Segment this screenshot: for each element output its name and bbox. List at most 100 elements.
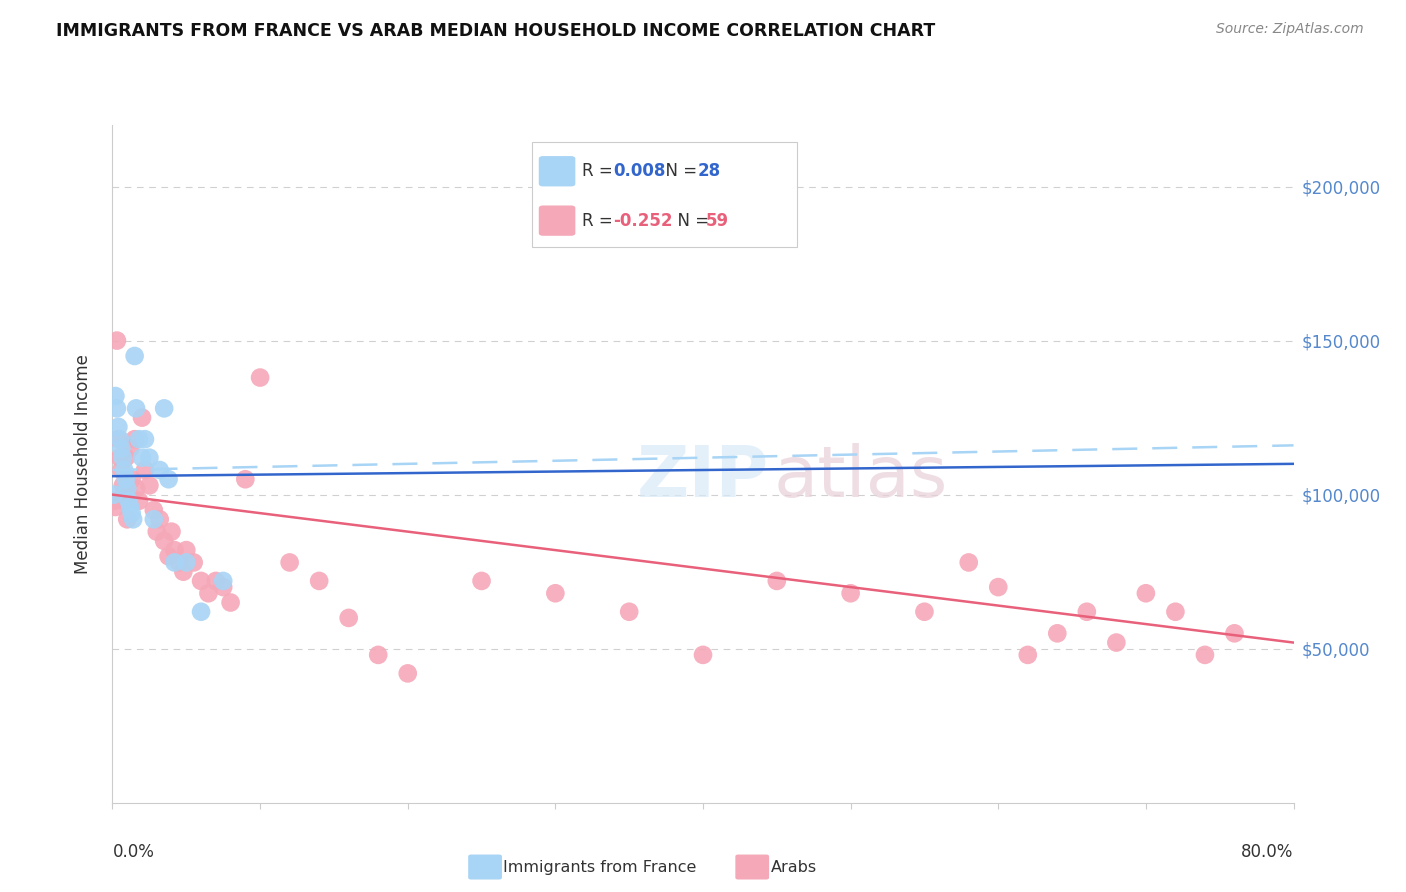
Point xyxy=(149,512,172,526)
Point xyxy=(1105,635,1128,649)
Point xyxy=(118,488,141,502)
Point xyxy=(142,503,165,517)
Point xyxy=(1194,648,1216,662)
Point xyxy=(114,472,136,486)
Point xyxy=(153,401,176,416)
Point xyxy=(121,472,143,486)
Text: 59: 59 xyxy=(706,211,730,229)
Point xyxy=(308,574,330,588)
Point xyxy=(1017,648,1039,662)
Point xyxy=(183,556,205,570)
Point xyxy=(163,543,186,558)
Point xyxy=(104,389,127,403)
Point xyxy=(105,401,128,416)
Point xyxy=(190,574,212,588)
Point xyxy=(111,478,134,492)
Point xyxy=(114,450,136,465)
Point xyxy=(103,488,125,502)
Point xyxy=(103,493,125,508)
Point xyxy=(619,605,641,619)
Point xyxy=(125,482,148,496)
Point xyxy=(138,478,160,492)
Point xyxy=(108,450,131,465)
Point xyxy=(197,586,219,600)
Point xyxy=(110,463,132,477)
Point xyxy=(174,543,197,558)
Point xyxy=(233,472,256,486)
Point xyxy=(1164,605,1187,619)
Point xyxy=(914,605,936,619)
Point xyxy=(1046,626,1069,640)
Text: 28: 28 xyxy=(697,162,721,180)
Point xyxy=(128,493,150,508)
Point xyxy=(174,556,197,570)
Text: ZIP: ZIP xyxy=(637,443,769,512)
Text: 80.0%: 80.0% xyxy=(1241,844,1294,862)
Point xyxy=(110,442,132,456)
Text: R =: R = xyxy=(582,162,619,180)
Point xyxy=(134,432,156,446)
Text: Source: ZipAtlas.com: Source: ZipAtlas.com xyxy=(1216,22,1364,37)
Point xyxy=(125,401,148,416)
Point xyxy=(957,556,980,570)
Point xyxy=(205,574,228,588)
Point xyxy=(111,450,134,465)
Point xyxy=(105,334,128,348)
Point xyxy=(128,432,150,446)
Point xyxy=(131,410,153,425)
Text: N =: N = xyxy=(655,162,703,180)
Point xyxy=(120,442,142,456)
Point xyxy=(396,666,419,681)
Text: IMMIGRANTS FROM FRANCE VS ARAB MEDIAN HOUSEHOLD INCOME CORRELATION CHART: IMMIGRANTS FROM FRANCE VS ARAB MEDIAN HO… xyxy=(56,22,935,40)
Point xyxy=(1135,586,1157,600)
Point xyxy=(134,463,156,477)
Point xyxy=(470,574,494,588)
Point xyxy=(167,556,190,570)
Point xyxy=(153,533,176,548)
Point xyxy=(104,500,127,514)
Point xyxy=(117,482,138,496)
Text: N =: N = xyxy=(666,211,714,229)
Point xyxy=(766,574,789,588)
Point xyxy=(163,556,186,570)
Point xyxy=(107,420,129,434)
Point xyxy=(839,586,862,600)
Point xyxy=(107,432,129,446)
Point xyxy=(131,450,153,465)
Point xyxy=(157,472,180,486)
Point xyxy=(118,493,141,508)
Point xyxy=(124,432,146,446)
Point xyxy=(212,580,235,594)
Point xyxy=(121,506,143,520)
Point xyxy=(112,463,135,477)
Point xyxy=(120,500,142,514)
Point xyxy=(149,463,172,477)
Point xyxy=(1223,626,1246,640)
Point xyxy=(190,605,212,619)
Point xyxy=(172,565,194,579)
Point xyxy=(142,512,165,526)
Text: Arabs: Arabs xyxy=(770,860,817,874)
Y-axis label: Median Household Income: Median Household Income xyxy=(73,354,91,574)
Text: 0.0%: 0.0% xyxy=(112,844,155,862)
Point xyxy=(108,432,131,446)
Point xyxy=(987,580,1010,594)
Point xyxy=(219,595,242,609)
Point xyxy=(124,349,146,363)
Point xyxy=(249,370,271,384)
Point xyxy=(112,493,135,508)
Point xyxy=(117,512,138,526)
Text: R =: R = xyxy=(582,211,619,229)
Point xyxy=(212,574,235,588)
Point xyxy=(692,648,714,662)
Point xyxy=(122,512,145,526)
Point xyxy=(367,648,389,662)
Text: -0.252: -0.252 xyxy=(613,211,673,229)
Text: Immigrants from France: Immigrants from France xyxy=(503,860,697,874)
Point xyxy=(278,556,301,570)
Point xyxy=(160,524,183,539)
Point xyxy=(337,611,360,625)
Text: 0.008: 0.008 xyxy=(613,162,665,180)
Text: atlas: atlas xyxy=(773,443,948,512)
Point xyxy=(138,450,160,465)
